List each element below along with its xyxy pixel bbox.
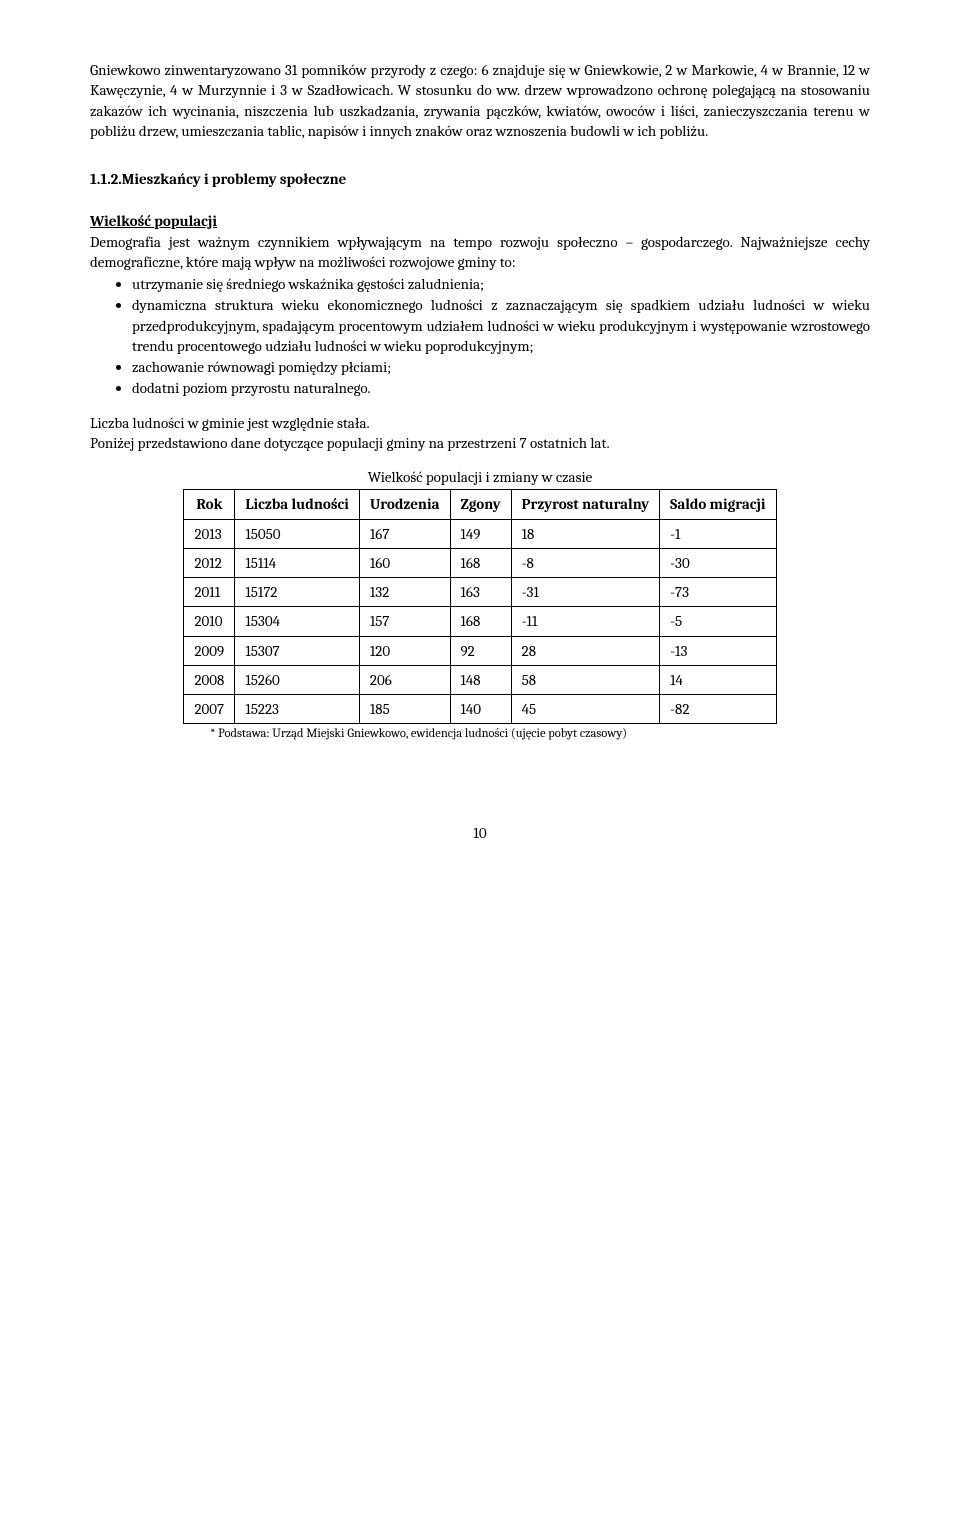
table-row: 2011 15172 132 163 -31 -73 bbox=[184, 578, 776, 607]
cell: -8 bbox=[511, 548, 660, 577]
cell: -73 bbox=[660, 578, 776, 607]
cell: 206 bbox=[359, 665, 450, 694]
cell: 120 bbox=[359, 636, 450, 665]
population-para-2b: Poniżej przedstawiono dane dotyczące pop… bbox=[90, 433, 870, 453]
cell: -1 bbox=[660, 519, 776, 548]
col-zgony: Zgony bbox=[450, 490, 511, 519]
cell: 168 bbox=[450, 548, 511, 577]
cell: 149 bbox=[450, 519, 511, 548]
cell: 28 bbox=[511, 636, 660, 665]
col-przyrost: Przyrost naturalny bbox=[511, 490, 660, 519]
cell: 185 bbox=[359, 695, 450, 724]
cell: 2009 bbox=[184, 636, 235, 665]
cell: -82 bbox=[660, 695, 776, 724]
cell: -11 bbox=[511, 607, 660, 636]
cell: 15172 bbox=[235, 578, 360, 607]
cell: 14 bbox=[660, 665, 776, 694]
list-item: zachowanie równowagi pomiędzy płciami; bbox=[132, 357, 870, 377]
cell: 168 bbox=[450, 607, 511, 636]
table-row: 2008 15260 206 148 58 14 bbox=[184, 665, 776, 694]
cell: 15260 bbox=[235, 665, 360, 694]
cell: -31 bbox=[511, 578, 660, 607]
section-heading: 1.1.2.Mieszkańcy i problemy społeczne bbox=[90, 169, 870, 189]
cell: 15050 bbox=[235, 519, 360, 548]
table-row: 2013 15050 167 149 18 -1 bbox=[184, 519, 776, 548]
intro-paragraph: Gniewkowo zinwentaryzowano 31 pomników p… bbox=[90, 60, 870, 141]
cell: 15223 bbox=[235, 695, 360, 724]
cell: 2010 bbox=[184, 607, 235, 636]
cell: 58 bbox=[511, 665, 660, 694]
cell: -13 bbox=[660, 636, 776, 665]
table-row: 2009 15307 120 92 28 -13 bbox=[184, 636, 776, 665]
cell: 2011 bbox=[184, 578, 235, 607]
list-item: utrzymanie się średniego wskaźnika gęsto… bbox=[132, 274, 870, 294]
cell: 2013 bbox=[184, 519, 235, 548]
cell: 15114 bbox=[235, 548, 360, 577]
cell: 2008 bbox=[184, 665, 235, 694]
cell: 45 bbox=[511, 695, 660, 724]
cell: 2007 bbox=[184, 695, 235, 724]
cell: 92 bbox=[450, 636, 511, 665]
table-row: 2012 15114 160 168 -8 -30 bbox=[184, 548, 776, 577]
cell: 163 bbox=[450, 578, 511, 607]
table-row: 2007 15223 185 140 45 -82 bbox=[184, 695, 776, 724]
cell: 157 bbox=[359, 607, 450, 636]
list-item: dodatni poziom przyrostu naturalnego. bbox=[132, 378, 870, 398]
population-lead: Demografia jest ważnym czynnikiem wpływa… bbox=[90, 232, 870, 273]
cell: 132 bbox=[359, 578, 450, 607]
table-caption: Wielkość populacji i zmiany w czasie bbox=[90, 467, 870, 487]
cell: 160 bbox=[359, 548, 450, 577]
population-table: Rok Liczba ludności Urodzenia Zgony Przy… bbox=[183, 489, 776, 724]
population-subheading: Wielkość populacji bbox=[90, 211, 870, 231]
col-saldo: Saldo migracji bbox=[660, 490, 776, 519]
cell: -30 bbox=[660, 548, 776, 577]
cell: -5 bbox=[660, 607, 776, 636]
table-row: 2010 15304 157 168 -11 -5 bbox=[184, 607, 776, 636]
col-urodzenia: Urodzenia bbox=[359, 490, 450, 519]
list-item: dynamiczna struktura wieku ekonomicznego… bbox=[132, 295, 870, 356]
cell: 167 bbox=[359, 519, 450, 548]
population-para-2a: Liczba ludności w gminie jest względnie … bbox=[90, 413, 870, 433]
cell: 140 bbox=[450, 695, 511, 724]
cell: 18 bbox=[511, 519, 660, 548]
col-rok: Rok bbox=[184, 490, 235, 519]
col-liczba: Liczba ludności bbox=[235, 490, 360, 519]
page-number: 10 bbox=[90, 823, 870, 843]
cell: 15304 bbox=[235, 607, 360, 636]
table-header-row: Rok Liczba ludności Urodzenia Zgony Przy… bbox=[184, 490, 776, 519]
cell: 15307 bbox=[235, 636, 360, 665]
table-footnote: * Podstawa: Urząd Miejski Gniewkowo, ewi… bbox=[210, 726, 870, 743]
cell: 2012 bbox=[184, 548, 235, 577]
cell: 148 bbox=[450, 665, 511, 694]
bullet-list: utrzymanie się średniego wskaźnika gęsto… bbox=[90, 274, 870, 399]
